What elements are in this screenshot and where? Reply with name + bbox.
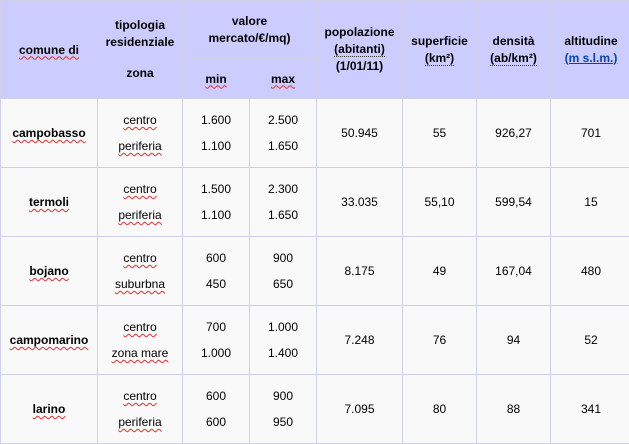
cell-zona: centro periferia: [97, 98, 183, 168]
table-row: campomarino centro zona mare 700 1.000 1.0…: [0, 305, 629, 375]
cell-min: 700 1.000: [182, 305, 250, 375]
header-altitudine: altitudine (m s.l.m.): [550, 0, 629, 99]
cell-comune: termoli: [0, 167, 98, 237]
header-popolazione: popolazione (abitanti) (1/01/11): [316, 0, 403, 99]
cell-altitudine: 480: [550, 236, 629, 306]
cell-max: 2.300 1.650: [249, 167, 317, 237]
cell-zona: centro suburbna: [97, 236, 183, 306]
cell-altitudine: 52: [550, 305, 629, 375]
cell-superficie: 55,10: [402, 167, 477, 237]
cell-densita: 88: [476, 374, 551, 444]
cell-densita: 167,04: [476, 236, 551, 306]
cell-altitudine: 341: [550, 374, 629, 444]
table-row: termoli centro periferia 1.500 1.100 2.300…: [0, 167, 629, 237]
cell-altitudine: 701: [550, 98, 629, 168]
header-min: min: [182, 58, 250, 99]
cell-max: 900 650: [249, 236, 317, 306]
table-row: bojano centro suburbna 600 450 900 650 8.17…: [0, 236, 629, 306]
table-row: larino centro periferia 600 600 900 950 7.0…: [0, 374, 629, 444]
cell-zona: centro periferia: [97, 374, 183, 444]
cell-popolazione: 33.035: [316, 167, 403, 237]
cell-comune: larino: [0, 374, 98, 444]
cell-popolazione: 50.945: [316, 98, 403, 168]
cell-superficie: 80: [402, 374, 477, 444]
cell-min: 600 450: [182, 236, 250, 306]
cell-superficie: 55: [402, 98, 477, 168]
header-comune: comune di: [0, 0, 98, 99]
altitudine-link[interactable]: (m s.l.m.): [564, 50, 618, 65]
cell-popolazione: 7.095: [316, 374, 403, 444]
cell-densita: 926,27: [476, 98, 551, 168]
table-header: comune di tipologia residenziale zona va…: [0, 0, 629, 99]
cell-densita: 94: [476, 305, 551, 375]
cell-max: 1.000 1.400: [249, 305, 317, 375]
header-valore: valore mercato/€/mq): [182, 0, 317, 59]
cell-superficie: 49: [402, 236, 477, 306]
cell-min: 1.500 1.100: [182, 167, 250, 237]
cell-zona: centro zona mare: [97, 305, 183, 375]
cell-densita: 599,54: [476, 167, 551, 237]
cell-zona: centro periferia: [97, 167, 183, 237]
cell-min: 600 600: [182, 374, 250, 444]
cell-comune: campobasso: [0, 98, 98, 168]
cell-popolazione: 8.175: [316, 236, 403, 306]
header-max: max: [249, 58, 317, 99]
cell-comune: bojano: [0, 236, 98, 306]
header-superficie: superficie (km²): [402, 0, 477, 99]
cell-comune: campomarino: [0, 305, 98, 375]
cell-superficie: 76: [402, 305, 477, 375]
header-tipologia: tipologia residenziale zona: [97, 0, 183, 99]
cell-min: 1.600 1.100: [182, 98, 250, 168]
cell-altitudine: 15: [550, 167, 629, 237]
cell-popolazione: 7.248: [316, 305, 403, 375]
cell-max: 2.500 1.650: [249, 98, 317, 168]
table-body: campobasso centro periferia 1.600 1.100 2.…: [0, 98, 629, 444]
cell-max: 900 950: [249, 374, 317, 444]
header-densita: densità (ab/km²): [476, 0, 551, 99]
table-row: campobasso centro periferia 1.600 1.100 2.…: [0, 98, 629, 168]
